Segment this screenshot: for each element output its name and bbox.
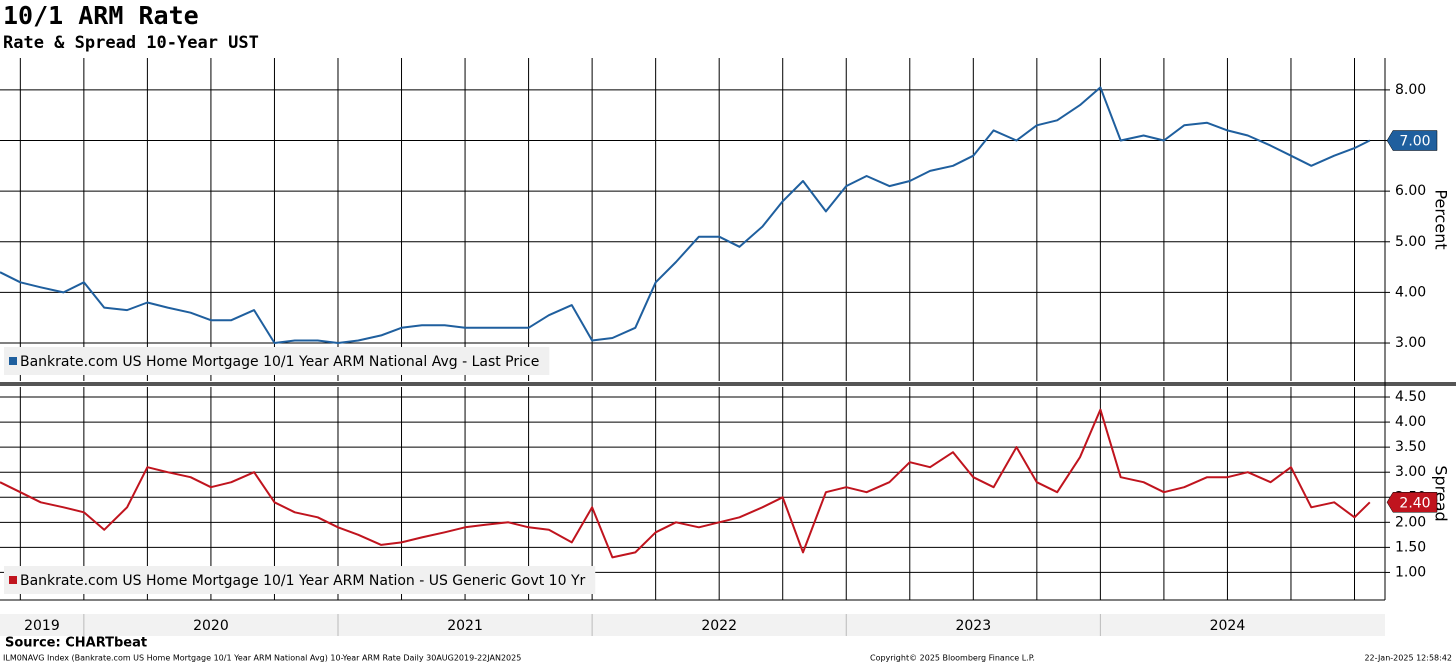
legend-background: [4, 566, 596, 594]
legend: Bankrate.com US Home Mortgage 10/1 Year …: [4, 347, 550, 375]
x-tick-label: 2021: [447, 618, 483, 634]
y-tick-label: 3.00: [1395, 464, 1426, 480]
copyright: Copyright© 2025 Bloomberg Finance L.P.: [870, 654, 1035, 663]
y-tick-label: 5.00: [1395, 234, 1426, 250]
legend-swatch: [9, 357, 17, 365]
y-tick-label: 3.50: [1395, 439, 1426, 455]
legend-label: Bankrate.com US Home Mortgage 10/1 Year …: [20, 354, 539, 370]
value-tag: [1386, 130, 1438, 151]
y-tick-label: 2.00: [1395, 514, 1426, 530]
x-tick-label: 2022: [701, 618, 737, 634]
legend-background: [4, 347, 550, 375]
x-tick-label: 2020: [193, 618, 229, 634]
y-tick-label: 4.50: [1395, 389, 1426, 405]
chart-title: 10/1 ARM Rate: [3, 1, 199, 30]
y-tick-label: 4.00: [1395, 414, 1426, 430]
x-axis-strip: [0, 614, 1385, 636]
footnote: ILM0NAVG Index (Bankrate.com US Home Mor…: [3, 654, 521, 663]
y-axis-title: Percent: [1432, 189, 1451, 249]
y-tick-label: 8.00: [1395, 82, 1426, 98]
value-label: 2.40: [1399, 495, 1430, 511]
chart-subtitle: Rate & Spread 10-Year UST: [3, 33, 259, 53]
x-tick-label: 2019: [24, 618, 60, 634]
panel-separator: [0, 382, 1456, 386]
series-line: [0, 408, 1371, 559]
source: Source: CHARTbeat: [5, 636, 147, 651]
y-tick-label: 4.00: [1395, 284, 1426, 300]
series-line: [0, 86, 1371, 344]
y-tick-label: 6.00: [1395, 183, 1426, 199]
x-tick-label: 2024: [1210, 618, 1246, 634]
legend-swatch: [9, 576, 17, 584]
x-tick-label: 2023: [955, 618, 991, 634]
y-tick-label: 1.50: [1395, 539, 1426, 555]
legend-label: Bankrate.com US Home Mortgage 10/1 Year …: [20, 573, 586, 589]
y-tick-label: 3.00: [1395, 335, 1426, 351]
y-tick-label: 1.00: [1395, 564, 1426, 580]
timestamp: 22-Jan-2025 12:58:42: [1364, 654, 1452, 663]
value-tag: [1386, 492, 1438, 513]
value-label: 7.00: [1399, 134, 1430, 150]
legend: Bankrate.com US Home Mortgage 10/1 Year …: [4, 566, 596, 594]
